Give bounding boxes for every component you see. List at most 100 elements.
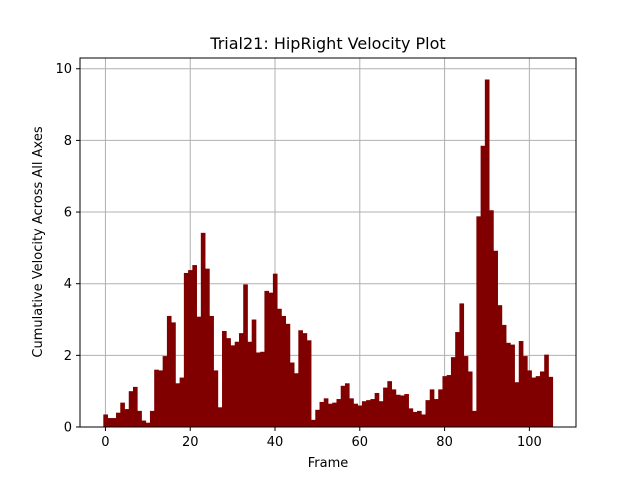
bar (370, 399, 376, 427)
x-tick-label: 60 (352, 435, 369, 450)
bar (328, 403, 333, 427)
y-tick-label: 10 (55, 62, 72, 77)
bar (349, 398, 354, 427)
bar (514, 382, 520, 427)
bar (539, 371, 545, 427)
bar (412, 411, 418, 427)
bar (518, 341, 524, 427)
bar (476, 216, 482, 427)
bar (205, 268, 210, 427)
bar (213, 370, 219, 427)
bar (107, 418, 113, 427)
bar (289, 362, 295, 427)
x-axis: 0 20 40 60 80 100 (101, 427, 542, 450)
bar (264, 290, 270, 427)
bar (425, 400, 431, 427)
y-axis-label: Cumulative Velocity Across All Axes (31, 126, 46, 357)
bar (196, 316, 202, 427)
bar (141, 420, 147, 427)
bar (340, 385, 346, 427)
bar (357, 405, 363, 427)
bar (272, 273, 278, 427)
bar (450, 357, 456, 427)
bar (285, 323, 291, 427)
plot-frame (79, 57, 577, 428)
bar (374, 392, 380, 427)
bar (387, 381, 392, 427)
bar (247, 341, 253, 427)
bar (192, 265, 197, 427)
bar (260, 351, 265, 427)
bar (463, 356, 469, 427)
bar (332, 402, 337, 427)
bar (480, 145, 486, 427)
y-tick-label: 6 (64, 206, 72, 221)
bar (489, 210, 494, 427)
bar (433, 399, 439, 427)
bar (344, 383, 350, 427)
bar (162, 356, 168, 427)
bar (128, 391, 134, 427)
bar (132, 386, 138, 427)
bar (400, 395, 405, 427)
x-tick-label: 0 (101, 435, 109, 450)
bar (166, 315, 172, 427)
bar (238, 333, 244, 427)
bar (383, 387, 388, 427)
bar (209, 315, 214, 427)
bar (395, 394, 401, 427)
bar (501, 324, 507, 427)
y-tick-label: 8 (64, 134, 72, 149)
y-tick-label: 4 (64, 277, 72, 292)
y-tick-label: 2 (64, 349, 72, 364)
bar (120, 402, 125, 427)
bar (255, 352, 261, 427)
bar (535, 376, 541, 427)
bar (268, 292, 274, 427)
bar (531, 377, 537, 427)
x-tick-label: 80 (436, 435, 453, 450)
x-axis-label: Frame (308, 456, 349, 471)
bar (438, 389, 443, 427)
bar (319, 401, 325, 427)
x-tick-label: 40 (267, 435, 284, 450)
bar (361, 401, 367, 427)
bar (137, 410, 142, 427)
bar (175, 383, 181, 427)
bar (251, 319, 257, 427)
bar (217, 407, 223, 427)
bar (353, 403, 359, 427)
bar (493, 250, 498, 427)
x-tick-label: 20 (182, 435, 199, 450)
bar (298, 330, 303, 427)
bar (226, 338, 231, 427)
bar (200, 232, 206, 427)
bar (429, 389, 435, 427)
bar (315, 409, 320, 427)
bar (421, 414, 426, 427)
bar (154, 369, 159, 427)
chart-title: Trial21: HipRight Velocity Plot (209, 34, 445, 53)
bar (497, 305, 503, 427)
bar (523, 356, 528, 427)
bar (442, 376, 448, 427)
bar (179, 377, 185, 427)
bar (111, 418, 117, 427)
bar (446, 375, 452, 427)
bar (323, 398, 329, 427)
bar (455, 332, 460, 427)
bar (243, 284, 248, 427)
bar (222, 330, 227, 427)
bar (277, 308, 282, 427)
bar (404, 394, 409, 427)
bar (527, 370, 532, 427)
bar (544, 354, 549, 427)
bar (472, 410, 477, 427)
bar (510, 344, 515, 427)
bar (467, 371, 473, 427)
bar (391, 389, 397, 427)
bar (306, 340, 312, 427)
bar (188, 270, 193, 427)
bar (294, 373, 299, 427)
